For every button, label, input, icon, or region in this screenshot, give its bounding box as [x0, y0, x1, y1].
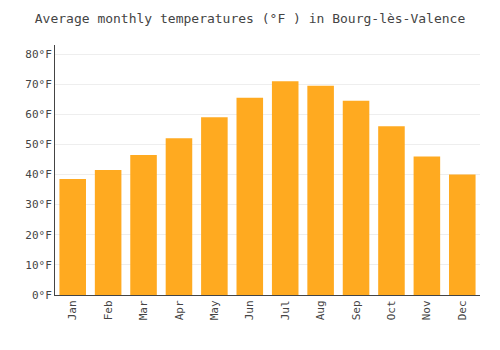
svg-text:May: May: [208, 300, 221, 320]
svg-text:Average monthly temperatures (: Average monthly temperatures (°F ) in Bo…: [35, 11, 466, 26]
svg-text:Jul: Jul: [279, 300, 292, 320]
svg-text:Apr: Apr: [173, 300, 186, 320]
svg-text:50°F: 50°F: [25, 138, 52, 151]
svg-text:Mar: Mar: [137, 300, 150, 320]
svg-text:70°F: 70°F: [25, 78, 52, 91]
svg-text:Aug: Aug: [314, 300, 327, 320]
svg-text:Sep: Sep: [350, 300, 363, 320]
svg-text:Dec: Dec: [456, 300, 469, 320]
svg-text:Feb: Feb: [102, 300, 115, 320]
svg-text:Jun: Jun: [243, 300, 256, 320]
svg-text:30°F: 30°F: [25, 198, 52, 211]
svg-text:Oct: Oct: [385, 300, 398, 320]
svg-text:Nov: Nov: [420, 300, 433, 320]
svg-text:80°F: 80°F: [25, 48, 52, 61]
svg-text:60°F: 60°F: [25, 108, 52, 121]
svg-text:20°F: 20°F: [25, 229, 52, 242]
svg-text:Jan: Jan: [66, 300, 79, 320]
svg-text:40°F: 40°F: [25, 168, 52, 181]
svg-text:0°F: 0°F: [32, 289, 52, 302]
svg-text:10°F: 10°F: [25, 259, 52, 272]
